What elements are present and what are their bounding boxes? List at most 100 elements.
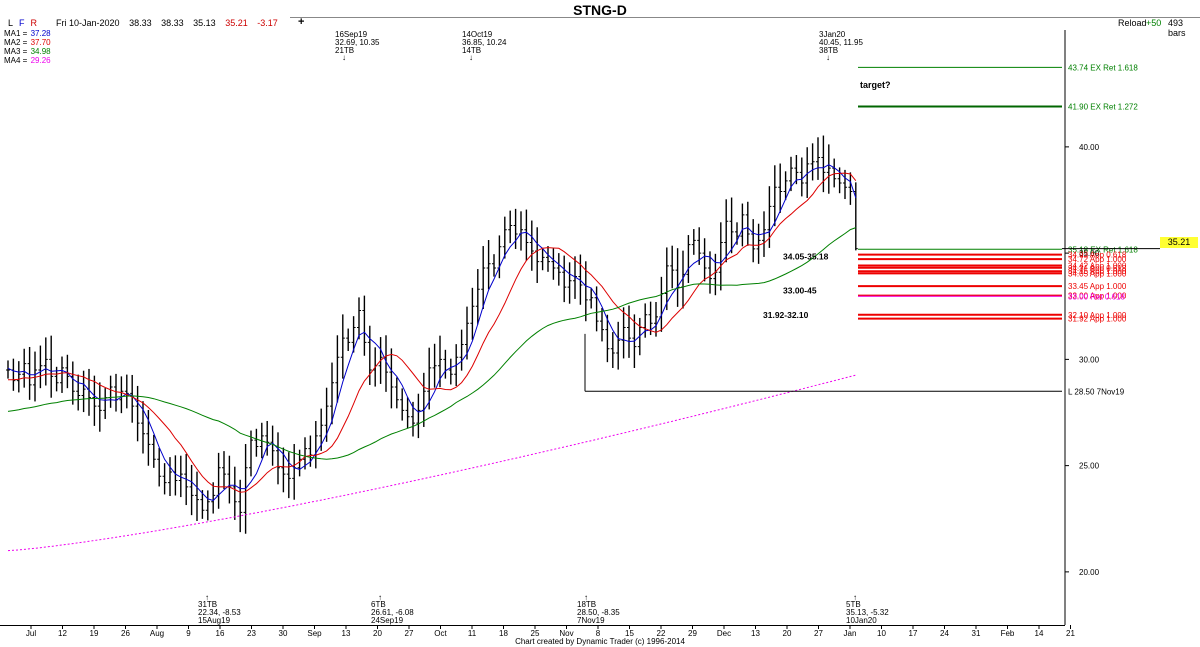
swing-value-label: 40.45, 11.95 (819, 38, 863, 47)
x-tick-label: 15 (625, 629, 634, 638)
x-tick-label: 16 (216, 629, 225, 638)
swing-bars-label: 21TB (335, 46, 354, 55)
x-axis-line (0, 625, 1065, 626)
x-tick-label: 10 (877, 629, 886, 638)
zone-label: 33.00-45 (783, 286, 817, 296)
x-tick-label: 20 (783, 629, 792, 638)
x-tick-label: 29 (688, 629, 697, 638)
log-toggle[interactable]: L (8, 18, 14, 28)
ma-legend-value: 34.98 (30, 47, 51, 56)
target-annotation: target? (860, 80, 891, 90)
bar-date: Fri 10-Jan-2020 (56, 18, 120, 28)
x-tick-label: Oct (434, 629, 447, 638)
y-tick-label: 25.00 (1079, 462, 1100, 471)
swing-arrow: ↑ (205, 593, 209, 602)
price-level-label: 34.93 App 0.618 (1068, 251, 1127, 260)
ma4-line (7, 374, 856, 552)
price-level-label: 31.92 App 1.000 (1068, 315, 1127, 324)
x-tick-label: 26 (121, 629, 130, 638)
ma3-line (7, 227, 856, 460)
swing-value-label: 32.69, 10.35 (335, 38, 380, 47)
x-tick-label: Nov (559, 629, 573, 638)
y-tick-label: 35.00 (1079, 249, 1100, 258)
ma-legend-label: MA3 = (4, 47, 30, 56)
low-value: 35.13 (193, 18, 216, 28)
y-tick-label: 30.00 (1079, 355, 1100, 364)
swing-value-label: 35.13, -5.32 (846, 608, 889, 617)
chart-title: STNG-D (573, 2, 627, 18)
price-level-label: 33.00 App 1.000 (1068, 292, 1127, 301)
header-box (290, 17, 1200, 29)
ma-legend-label: MA1 = (4, 29, 30, 38)
last-price-flag: 35.21 (1160, 237, 1198, 248)
x-tick-label: 18 (499, 629, 508, 638)
swing-arrow: ↑ (378, 593, 382, 602)
reload-button[interactable]: Reload (1118, 18, 1147, 28)
price-level-label: 32.10 App 1.000 (1068, 311, 1127, 320)
swing-date-label: 16Sep19 (335, 30, 368, 39)
x-tick-label: 27 (814, 629, 823, 638)
x-tick-label: 25 (531, 629, 540, 638)
extend-bars-button[interactable]: +50 (1146, 18, 1162, 28)
x-tick-label: 12 (58, 629, 67, 638)
swing-date-label: 3Jan20 (819, 30, 846, 39)
swing-arrow: ↓ (469, 53, 473, 62)
swing-date-label: 14Oct19 (462, 30, 493, 39)
swing-value-label: 22.34, -8.53 (198, 608, 241, 617)
x-tick-label: 13 (751, 629, 760, 638)
x-tick-label: 20 (373, 629, 382, 638)
swing-value-label: 28.50, -8.35 (577, 608, 620, 617)
x-tick-label: 27 (405, 629, 414, 638)
swing-date-label: 10Jan20 (846, 616, 877, 625)
x-tick-label: 19 (90, 629, 99, 638)
y-tick-label: 20.00 (1079, 568, 1100, 577)
swing-arrow: ↑ (853, 593, 857, 602)
x-tick-label: Feb (1001, 629, 1015, 638)
add-study-button[interactable]: + (298, 16, 305, 28)
ma-legend-item: MA2 = 37.70 (4, 38, 51, 47)
y-tick-label: 40.00 (1079, 143, 1100, 152)
price-level-label: 43.74 EX Ret 1.618 (1068, 63, 1138, 72)
price-level-label: 34.05 App 1.000 (1068, 269, 1127, 278)
swing-arrow: ↓ (342, 53, 346, 62)
high-value: 38.33 (161, 18, 184, 28)
x-tick-label: 13 (342, 629, 351, 638)
price-level-label: 41.90 EX Ret 1.272 (1068, 103, 1138, 112)
x-tick-label: Jan (844, 629, 857, 638)
change-value: -3.17 (257, 18, 278, 28)
fib-toggle[interactable]: F (19, 18, 25, 28)
x-tick-label: Jul (26, 629, 36, 638)
swing-arrow: ↓ (826, 53, 830, 62)
price-level-label: 33.45 App 1.000 (1068, 282, 1127, 291)
x-tick-label: 14 (1035, 629, 1044, 638)
x-tick-label: 24 (940, 629, 949, 638)
swing-bars-label: 18TB (577, 600, 596, 609)
close-value: 35.21 (225, 18, 248, 28)
x-tick-label: 31 (972, 629, 981, 638)
x-tick-label: Aug (150, 629, 164, 638)
price-level-label: 34.15 App 1.000 (1068, 267, 1127, 276)
swing-bars-label: 31TB (198, 600, 217, 609)
x-tick-label: 8 (596, 629, 601, 638)
price-level-label: 34.31 App 0.618 (1068, 264, 1127, 273)
swing-bars-label: 6TB (371, 600, 386, 609)
ma2-line (8, 172, 857, 493)
price-level-label: 34.42 App 1.000 (1068, 261, 1127, 270)
swing-bars-label: 14TB (462, 46, 481, 55)
ma-legend-value: 37.70 (30, 38, 51, 47)
ratio-toggle[interactable]: R (30, 18, 38, 28)
ohlc-readout: Fri 10-Jan-2020 38.33 38.33 35.13 35.21 … (56, 18, 285, 28)
zone-label: 34.05-35.18 (783, 252, 829, 262)
open-value: 38.33 (129, 18, 152, 28)
ma-legend-label: MA2 = (4, 38, 30, 47)
swing-date-label: 7Nov19 (577, 616, 605, 625)
x-tick-label: 23 (247, 629, 256, 638)
ma-legend-item: MA3 = 34.98 (4, 47, 51, 56)
ma-legend: MA1 = 37.28 MA2 = 37.70 MA3 = 34.98 MA4 … (4, 29, 51, 65)
x-tick-label: 30 (279, 629, 288, 638)
price-level-label: L 28.50 7Nov19 (1068, 387, 1125, 396)
swing-date-label: 24Sep19 (371, 616, 404, 625)
